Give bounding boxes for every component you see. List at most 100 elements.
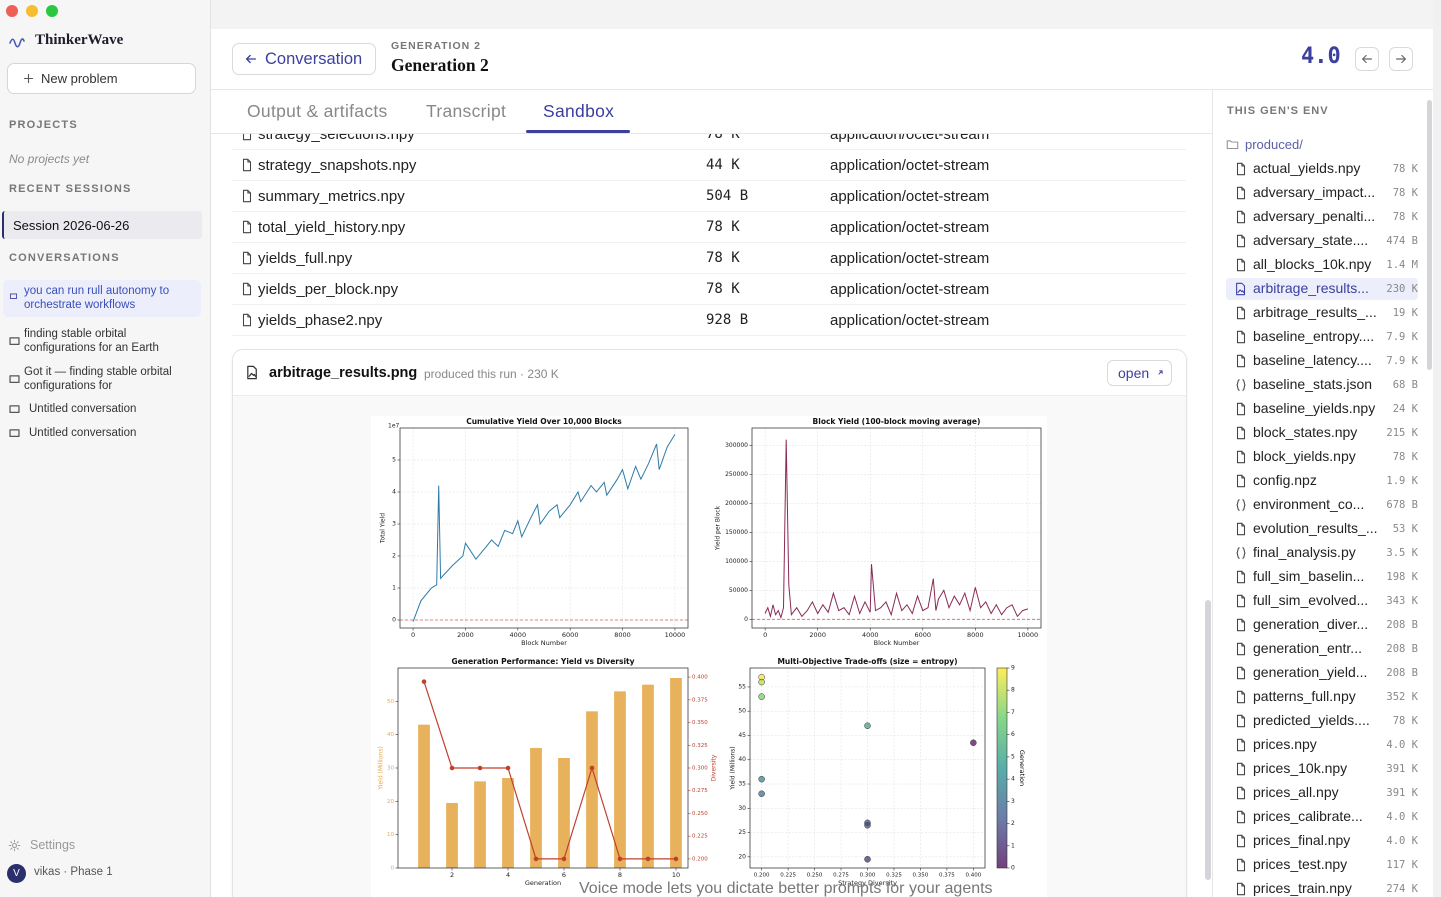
env-file[interactable]: prices_final.npy 4.0 K (1226, 830, 1418, 852)
file-row[interactable]: yields_phase2.npy 928 B application/octet-… (232, 305, 1186, 336)
env-file[interactable]: generation_diver... 208 B (1226, 614, 1418, 636)
tab[interactable]: Sandbox (543, 101, 615, 121)
file-row[interactable]: total_yield_history.npy 78 K application/o… (232, 212, 1186, 243)
env-file[interactable]: arbitrage_results... 230 K (1226, 278, 1418, 300)
env-file[interactable]: prices.npy 4.0 K (1226, 734, 1418, 756)
env-file[interactable]: baseline_stats.json 68 B (1226, 374, 1418, 396)
env-file[interactable]: adversary_penalti... 78 K (1226, 206, 1418, 228)
env-file[interactable]: prices_10k.npy 391 K (1226, 758, 1418, 780)
line-marker (421, 679, 427, 684)
x-axis-label: Block Number (521, 639, 567, 647)
env-file-icon-path (1236, 834, 1246, 848)
env-file[interactable]: baseline_entropy.... 7.9 K (1226, 326, 1418, 348)
y2-tick-label: 0.325 (692, 743, 708, 749)
plot-area (752, 428, 1041, 628)
env-file-name: actual_yields.npy (1253, 160, 1361, 176)
env-file-name: generation_yield... (1253, 664, 1368, 680)
folder-name[interactable]: produced/ (1245, 137, 1303, 152)
conversation-item[interactable]: Untitled conversation (3, 399, 201, 421)
env-file[interactable]: baseline_yields.npy 24 K (1226, 398, 1418, 420)
line-marker (449, 765, 455, 771)
env-file[interactable]: block_states.npy 215 K (1226, 422, 1418, 444)
env-file[interactable]: full_sim_baselin... 198 K (1226, 566, 1418, 588)
session-label: Session 2026-06-26 (13, 218, 130, 233)
env-file-icon-svg (1236, 282, 1246, 296)
env-file[interactable]: final_analysis.py 3.5 K (1226, 542, 1418, 564)
env-file-icon (1234, 330, 1248, 344)
env-file[interactable]: all_blocks_10k.npy 1.4 M (1226, 254, 1418, 276)
eyebrow: GENERATION 2 (391, 40, 481, 52)
env-file-size: 1.9 K (1386, 475, 1418, 487)
env-file-icon (1234, 402, 1248, 416)
chart-title: Multi-Objective Trade-offs (size = entro… (777, 657, 957, 666)
env-file-icon-svg (1236, 450, 1246, 464)
env-file[interactable]: full_sim_evolved... 343 K (1226, 590, 1418, 612)
window-control[interactable] (26, 5, 38, 17)
section-heading: RECENT SESSIONS (9, 183, 132, 195)
back-button[interactable]: Conversation (232, 43, 376, 75)
conversation-icon (8, 403, 21, 416)
env-file[interactable]: environment_co... 678 B (1226, 494, 1418, 516)
next-button[interactable] (1389, 47, 1413, 71)
new-problem-button[interactable]: New problem (7, 63, 196, 94)
prev-button[interactable] (1355, 47, 1379, 71)
env-file[interactable]: actual_yields.npy 78 K (1226, 158, 1418, 180)
open-icon (1154, 369, 1164, 379)
x-tick-label: 0.250 (807, 873, 823, 879)
window-control[interactable] (6, 5, 18, 17)
env-file[interactable]: block_yields.npy 78 K (1226, 446, 1418, 468)
conversation-item[interactable]: finding stable orbital configurations fo… (3, 323, 201, 360)
colorbar-tick-label: 7 (1011, 709, 1015, 716)
env-file[interactable]: evolution_results_... 53 K (1226, 518, 1418, 540)
env-file-name: environment_co... (1253, 496, 1365, 512)
env-file[interactable]: prices_calibrate... 4.0 K (1226, 806, 1418, 828)
env-file-size: 4.0 K (1386, 739, 1418, 751)
file-type: application/octet-stream (830, 219, 990, 236)
env-file[interactable]: adversary_state.... 474 B (1226, 230, 1418, 252)
env-file-name: prices_test.npy (1253, 856, 1348, 872)
file-row[interactable]: summary_metrics.npy 504 B application/octe… (232, 181, 1186, 212)
env-file[interactable]: prices_test.npy 117 K (1226, 854, 1418, 876)
file-size: 78 K (706, 281, 740, 297)
back-arrow-path (245, 54, 257, 64)
env-file-size: 343 K (1386, 595, 1418, 607)
env-file-icon-svg (1236, 354, 1246, 368)
file-row[interactable]: strategy_snapshots.npy 44 K application/oc… (232, 150, 1186, 181)
y-tick-label: 40 (387, 732, 394, 738)
env-file[interactable]: prices_all.npy 391 K (1226, 782, 1418, 804)
file-row[interactable]: yields_per_block.npy 78 K application/octe… (232, 274, 1186, 305)
env-file-size: 215 K (1386, 427, 1418, 439)
env-file-icon-path (1236, 499, 1246, 511)
env-file[interactable]: prices_train.npy 274 K (1226, 878, 1418, 897)
env-file-size: 3.5 K (1386, 547, 1418, 559)
env-file[interactable]: baseline_latency.... 7.9 K (1226, 350, 1418, 372)
window-control[interactable] (46, 5, 58, 17)
env-file-name: prices_final.npy (1253, 832, 1351, 848)
tab[interactable]: Output & artifacts (247, 101, 388, 121)
file-row[interactable]: yields_full.npy 78 K application/octet-str… (232, 243, 1186, 274)
settings-link[interactable]: Settings (30, 838, 76, 852)
tab[interactable]: Transcript (426, 101, 507, 121)
env-file[interactable]: generation_entr... 208 B (1226, 638, 1418, 660)
page-title: Generation 2 (391, 55, 489, 75)
env-file[interactable]: arbitrage_results_... 19 K (1226, 302, 1418, 324)
conversation-item[interactable]: Got it — finding stable orbital configur… (3, 361, 201, 398)
y-tick-label: 2 (392, 553, 396, 560)
env-file[interactable]: patterns_full.npy 352 K (1226, 686, 1418, 708)
env-file-size: 391 K (1386, 787, 1418, 799)
conversation-item[interactable]: Untitled conversation (3, 423, 201, 445)
env-file[interactable]: generation_yield... 208 B (1226, 662, 1418, 684)
file-size: 78 K (706, 250, 740, 266)
session-item[interactable]: Session 2026-06-26 (2, 211, 202, 239)
nav-arrow (1360, 52, 1374, 66)
env-file[interactable]: predicted_yields.... 78 K (1226, 710, 1418, 732)
env-file-icon (1234, 474, 1248, 488)
x-tick-label: 6 (562, 871, 566, 879)
file-size: 78 K (706, 219, 740, 235)
env-file[interactable]: adversary_impact... 78 K (1226, 182, 1418, 204)
file-row[interactable]: strategy_selections.npy 78 K application/o… (232, 134, 1186, 150)
env-file[interactable]: config.npz 1.9 K (1226, 470, 1418, 492)
conversation-item[interactable]: you can run rull autonomy to orchestrate… (3, 280, 201, 317)
env-file-name: baseline_stats.json (1253, 376, 1373, 392)
open-button[interactable]: open (1107, 360, 1172, 386)
